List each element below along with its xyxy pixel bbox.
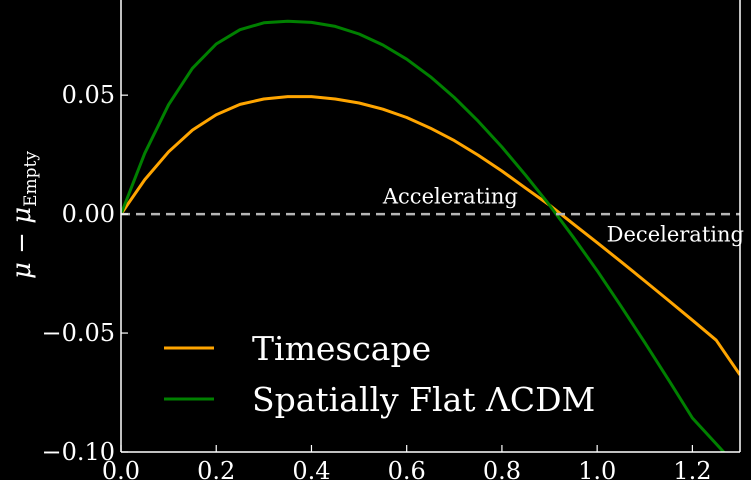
ticks-group: 0.0 0.2 0.4 0.6 0.8 1.0 1.2 −0.10 −0.05 0.00 0.05 [41,81,711,480]
y-tick-label: 0.00 [62,200,115,228]
y-axis-label-subscript: Empty [21,151,41,207]
series-group [121,19,740,452]
y-tick-label: 0.05 [62,81,115,109]
x-tick-label: 0.8 [483,457,521,480]
legend-label-lcdm: Spatially Flat ΛCDM [252,380,595,419]
x-tick-label: 0.0 [102,457,140,480]
x-tick-label: 1.2 [673,457,711,480]
series-line-0 [121,95,740,376]
series-line-1 [121,19,726,452]
legend-label-timescape: Timescape [252,329,431,368]
y-tick-label: −0.05 [41,319,115,347]
x-tick-label: 0.6 [388,457,426,480]
x-tick-label: 1.0 [578,457,616,480]
y-axis-label: μ − μEmpty [7,151,41,279]
axes-group [120,0,741,453]
x-tick-label: 0.4 [292,457,330,480]
x-tick-label: 0.2 [197,457,235,480]
y-tick-label: −0.10 [41,438,115,466]
annotation-decelerating: Decelerating [607,222,744,246]
legend: Timescape Spatially Flat ΛCDM [164,329,595,419]
annotation-accelerating: Accelerating [382,184,518,208]
y-axis-label-main: μ − μ [7,207,37,279]
